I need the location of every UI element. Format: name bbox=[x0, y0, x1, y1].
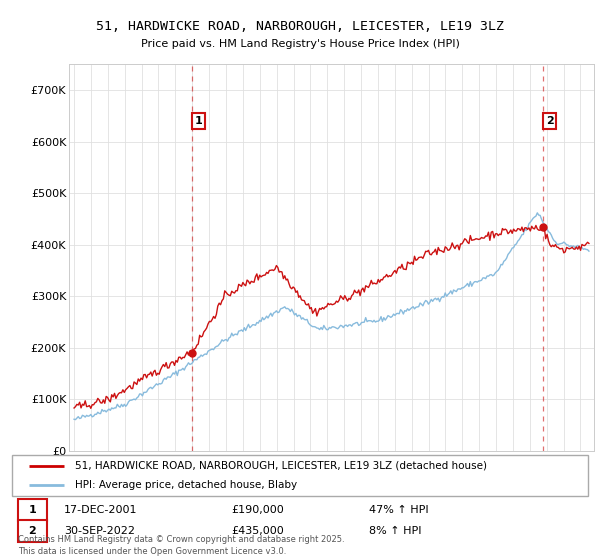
Text: HPI: Average price, detached house, Blaby: HPI: Average price, detached house, Blab… bbox=[76, 479, 298, 489]
FancyBboxPatch shape bbox=[18, 520, 47, 542]
Text: 51, HARDWICKE ROAD, NARBOROUGH, LEICESTER, LE19 3LZ (detached house): 51, HARDWICKE ROAD, NARBOROUGH, LEICESTE… bbox=[76, 461, 487, 471]
FancyBboxPatch shape bbox=[12, 455, 588, 496]
Text: 2: 2 bbox=[546, 116, 554, 126]
Text: 47% ↑ HPI: 47% ↑ HPI bbox=[369, 505, 429, 515]
FancyBboxPatch shape bbox=[18, 499, 47, 521]
Text: 2: 2 bbox=[28, 526, 36, 536]
Text: 51, HARDWICKE ROAD, NARBOROUGH, LEICESTER, LE19 3LZ: 51, HARDWICKE ROAD, NARBOROUGH, LEICESTE… bbox=[96, 20, 504, 32]
Text: 17-DEC-2001: 17-DEC-2001 bbox=[64, 505, 137, 515]
Text: Contains HM Land Registry data © Crown copyright and database right 2025.
This d: Contains HM Land Registry data © Crown c… bbox=[18, 535, 344, 556]
Text: 30-SEP-2022: 30-SEP-2022 bbox=[64, 526, 135, 536]
Text: £190,000: £190,000 bbox=[231, 505, 284, 515]
Text: 8% ↑ HPI: 8% ↑ HPI bbox=[369, 526, 422, 536]
Text: 1: 1 bbox=[28, 505, 36, 515]
Text: Price paid vs. HM Land Registry's House Price Index (HPI): Price paid vs. HM Land Registry's House … bbox=[140, 39, 460, 49]
Text: 1: 1 bbox=[195, 116, 203, 126]
Text: £435,000: £435,000 bbox=[231, 526, 284, 536]
